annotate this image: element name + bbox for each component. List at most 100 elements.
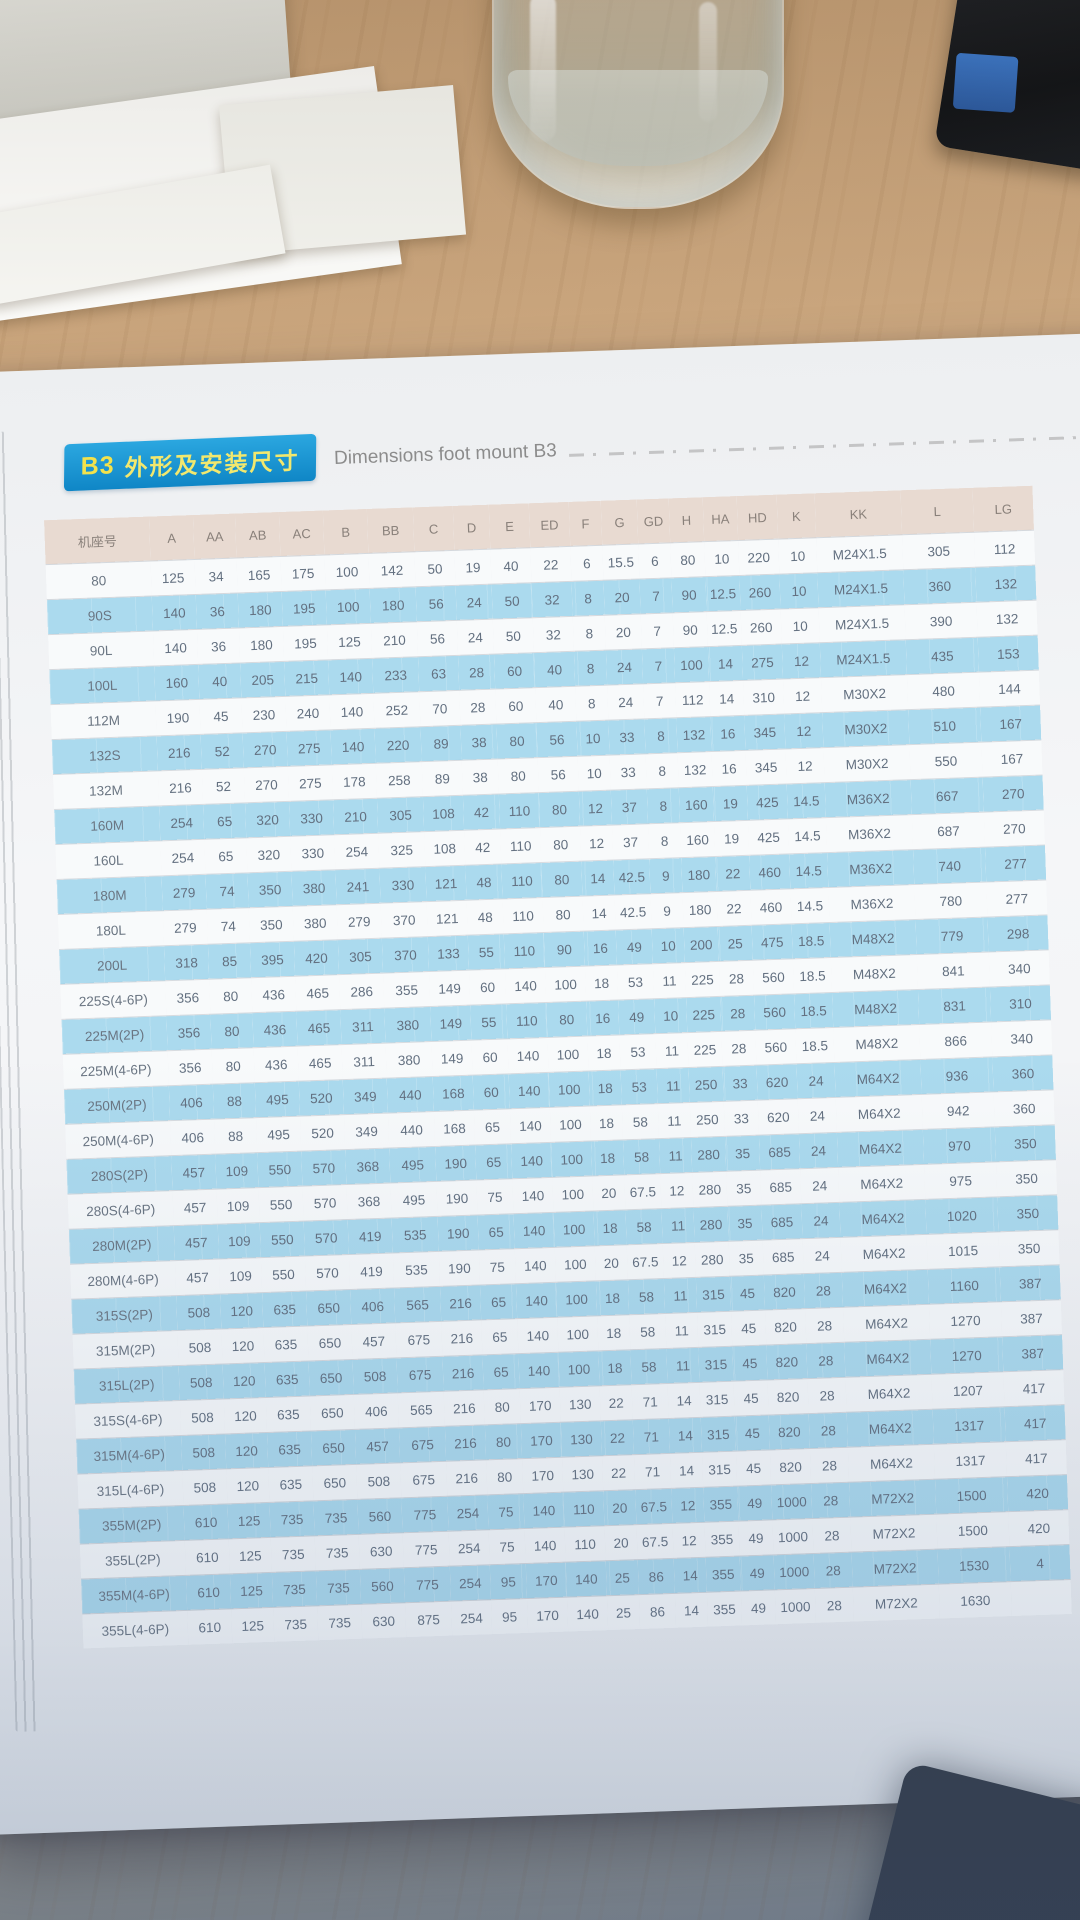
dimension-cell: 315 [701,1451,738,1488]
dimension-cell: 1317 [933,1441,1008,1480]
dimension-cell: 49 [739,1554,775,1592]
dimension-cell: 380 [385,1041,433,1079]
column-header: KK [814,490,903,538]
dimension-cell: 80 [484,1423,523,1460]
dimension-cell: 20 [594,1244,628,1281]
dimension-cell: 40 [535,686,577,723]
dimension-cell: 45 [734,1414,770,1452]
dimension-cell: 140 [512,1177,554,1214]
dimension-cell: 230 [241,696,287,733]
dimension-cell: 65 [475,1143,513,1181]
dimension-cell: 11 [658,1137,693,1174]
dimension-cell: 565 [394,1286,442,1323]
dimension-cell: 520 [298,1079,344,1117]
dimension-cell: 216 [156,734,202,771]
dimension-cell: 650 [308,1359,354,1396]
dimension-cell: 55 [467,933,505,971]
dimension-cell: 350 [997,1194,1059,1232]
frame-size-cell: 250M(2P) [63,1085,171,1125]
dimension-cell: 535 [391,1216,439,1253]
dimension-cell: 1207 [931,1371,1005,1410]
dimension-cell: 735 [273,1605,319,1642]
dimension-cell: 18 [587,1034,621,1072]
dimension-cell: 7 [641,647,676,684]
dimension-cell: 45 [729,1275,766,1312]
column-header: AB [234,512,281,559]
dimension-cell: 10 [651,927,685,964]
dimension-cell: 240 [285,694,331,732]
dimension-cell: 180 [238,626,285,663]
dimension-cell: 675 [396,1356,444,1393]
dimension-cell: 350 [998,1229,1060,1267]
dimension-cell: 1000 [771,1483,813,1520]
dimension-cell: 370 [381,936,430,974]
dimension-cell: 340 [991,1019,1053,1057]
dimension-cell: 53 [616,963,655,1000]
dimension-cell: 38 [460,724,498,761]
dimension-cell: M64X2 [842,1304,931,1343]
dimension-cell: 460 [749,853,791,891]
dimension-cell: 12 [671,1487,705,1524]
dimension-cell: 110 [501,862,543,899]
dimension-cell: 252 [373,691,421,729]
dimension-cell: 195 [281,589,327,627]
dimension-cell: 67.5 [636,1523,674,1560]
dimension-cell: 16 [586,999,620,1037]
dimension-cell: 10 [779,572,819,610]
dimension-cell: 220 [374,726,422,764]
dimension-cell: 841 [916,952,990,990]
dimension-cell: 167 [980,705,1042,743]
dimension-cell: 225 [687,1031,723,1068]
dimension-cell: 260 [740,609,782,646]
dimension-cell: 425 [746,783,788,821]
dimension-cell: 28 [459,689,497,726]
frame-size-cell: 355L(4-6P) [82,1610,189,1649]
dimension-cell: 550 [260,1256,307,1293]
dimension-cell: 170 [519,1387,561,1424]
dimension-cell: 12 [672,1522,706,1559]
dimension-cell: 216 [157,769,204,806]
dimension-cell: 685 [758,1133,801,1171]
dimension-cell: 368 [346,1183,392,1220]
dimension-cell: 49 [737,1484,773,1522]
frame-size-cell: 225S(4-6P) [60,980,167,1020]
dimension-cell: 436 [252,1011,298,1048]
dimension-cell: 60 [493,652,536,690]
dimension-cell: 100 [673,646,710,683]
dimension-cell: 130 [562,1455,604,1493]
dimension-cell: 380 [292,904,338,942]
dimension-cell: 345 [745,748,787,786]
dimension-cell: 12 [785,747,825,784]
frame-size-cell: 315S(4-6P) [74,1400,182,1440]
dimension-cell: 310 [989,984,1052,1022]
dimension-cell: 120 [223,1397,268,1434]
dimension-cell: 89 [421,760,463,797]
frame-size-cell: 90L [48,630,155,670]
dimension-cell: 220 [738,539,780,576]
dimension-cell: 465 [297,1044,343,1082]
dimension-cell: M72X2 [850,1514,938,1553]
dimension-cell: 42.5 [614,893,652,931]
dimension-cell: 20 [604,1524,638,1561]
dimension-cell: 125 [228,1537,272,1574]
dimension-cell: 14 [669,1452,704,1489]
dimension-cell: 25 [606,1594,641,1631]
dimension-cell: 560 [752,958,795,996]
dimension-cell: 420 [293,939,340,977]
dimension-cell: 50 [492,617,534,655]
frame-size-cell: 355M(4-6P) [81,1575,188,1615]
dimension-cell: 149 [429,970,471,1007]
dimension-cell: 254 [449,1564,491,1602]
dimension-cell: 16 [583,930,617,967]
dimension-cell: 45 [732,1345,768,1382]
dimension-cell: 475 [751,923,793,961]
dimension-cell: 65 [482,1353,520,1390]
dimension-cell: 735 [315,1569,362,1606]
dimension-cell: 650 [312,1464,358,1501]
dimension-cell: 10 [780,607,820,645]
dimension-cell: 205 [240,661,286,698]
column-header: HD [736,494,779,541]
dimension-cell: 108 [424,830,466,867]
dimension-cell: 16 [711,750,747,787]
